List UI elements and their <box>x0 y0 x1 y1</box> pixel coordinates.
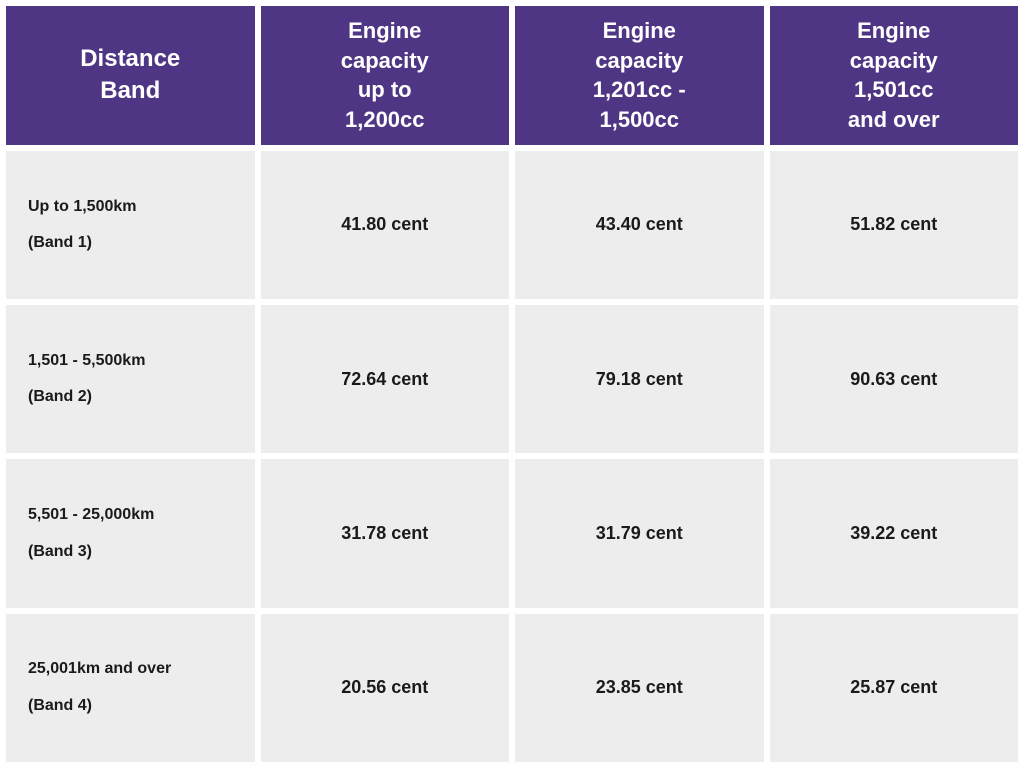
col-header-line: 1,500cc <box>599 107 679 132</box>
col-header-line: Distance <box>80 45 180 72</box>
cell-value: 72.64 cent <box>261 305 510 453</box>
col-header-line: up to <box>358 77 412 102</box>
cell-value: 51.82 cent <box>770 151 1019 299</box>
col-header-distance-band: Distance Band <box>6 6 255 145</box>
row-label-band-2: 1,501 - 5,500km (Band 2) <box>6 305 255 453</box>
row-label-line: 25,001km and over <box>28 654 237 684</box>
col-header-line: Engine <box>603 18 676 43</box>
col-header-line: 1,501cc <box>854 77 934 102</box>
table-row: Up to 1,500km (Band 1) 41.80 cent 43.40 … <box>6 151 1018 299</box>
col-header-line: Engine <box>857 18 930 43</box>
cell-value: 25.87 cent <box>770 614 1019 762</box>
row-label-band-3: 5,501 - 25,000km (Band 3) <box>6 459 255 607</box>
col-header-line: Engine <box>348 18 421 43</box>
col-header-line: Band <box>100 77 160 104</box>
cell-value: 41.80 cent <box>261 151 510 299</box>
row-label-band-4: 25,001km and over (Band 4) <box>6 614 255 762</box>
row-label-line: (Band 4) <box>28 691 237 721</box>
table-row: 5,501 - 25,000km (Band 3) 31.78 cent 31.… <box>6 459 1018 607</box>
col-header-line: 1,201cc - <box>593 77 686 102</box>
cell-value: 23.85 cent <box>515 614 764 762</box>
table-header-row: Distance Band Engine capacity up to 1,20… <box>6 6 1018 145</box>
col-header-line: and over <box>848 107 940 132</box>
col-header-line: capacity <box>595 48 683 73</box>
cell-value: 31.79 cent <box>515 459 764 607</box>
cell-value: 90.63 cent <box>770 305 1019 453</box>
table-row: 25,001km and over (Band 4) 20.56 cent 23… <box>6 614 1018 762</box>
table-row: 1,501 - 5,500km (Band 2) 72.64 cent 79.1… <box>6 305 1018 453</box>
cell-value: 79.18 cent <box>515 305 764 453</box>
row-label-line: (Band 2) <box>28 382 237 412</box>
row-label-line: Up to 1,500km <box>28 192 237 222</box>
col-header-engine-over-1500: Engine capacity 1,501cc and over <box>770 6 1019 145</box>
col-header-line: 1,200cc <box>345 107 425 132</box>
col-header-engine-1500: Engine capacity 1,201cc - 1,500cc <box>515 6 764 145</box>
cell-value: 20.56 cent <box>261 614 510 762</box>
col-header-line: capacity <box>850 48 938 73</box>
row-label-line: (Band 3) <box>28 537 237 567</box>
row-label-line: 5,501 - 25,000km <box>28 500 237 530</box>
col-header-line: capacity <box>341 48 429 73</box>
row-label-band-1: Up to 1,500km (Band 1) <box>6 151 255 299</box>
mileage-rate-table: Distance Band Engine capacity up to 1,20… <box>0 0 1024 768</box>
cell-value: 43.40 cent <box>515 151 764 299</box>
cell-value: 39.22 cent <box>770 459 1019 607</box>
cell-value: 31.78 cent <box>261 459 510 607</box>
row-label-line: (Band 1) <box>28 228 237 258</box>
col-header-engine-1200: Engine capacity up to 1,200cc <box>261 6 510 145</box>
row-label-line: 1,501 - 5,500km <box>28 346 237 376</box>
